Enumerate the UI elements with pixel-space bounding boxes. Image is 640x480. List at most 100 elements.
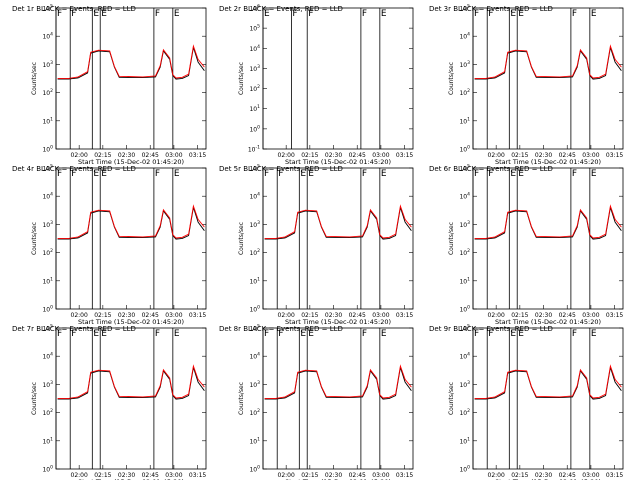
marker-label: F — [57, 169, 62, 179]
marker-label: E — [510, 9, 516, 19]
plot-frame — [472, 327, 624, 470]
y-tick-label: 105 — [249, 324, 260, 333]
marker-label: F — [71, 169, 76, 179]
x-axis-title: Start Time (15-Dec-02 01:45:20) — [495, 318, 601, 326]
x-axis-title: Start Time (15-Dec-02 01:45:20) — [78, 158, 184, 166]
x-axis-title: Start Time (15-Dec-02 01:45:20) — [78, 478, 184, 480]
series-events — [474, 207, 622, 240]
x-axis-title: Start Time (15-Dec-02 01:45:20) — [495, 478, 601, 480]
y-tick-label: 101 — [459, 116, 470, 125]
marker-label: F — [57, 329, 62, 339]
marker-label: F — [308, 9, 313, 19]
marker-label: F — [264, 329, 269, 339]
marker-label: F — [71, 329, 76, 339]
y-tick-label: 104 — [42, 32, 53, 41]
plot-frame — [55, 327, 207, 470]
plot-frame — [55, 167, 207, 310]
series-lld — [57, 44, 205, 79]
y-tick-label: 100 — [249, 124, 260, 133]
y-tick-label: 105 — [249, 164, 260, 173]
marker-label: F — [362, 329, 367, 339]
y-axis-title: Counts/sec — [448, 222, 455, 255]
y-tick-label: 102 — [249, 84, 260, 93]
x-axis-title: Start Time (15-Dec-02 01:45:20) — [285, 158, 391, 166]
y-tick-label: 104 — [249, 352, 260, 361]
x-tick-label: 03:00 — [165, 312, 182, 319]
panel-title: Det 3r BLACK = Events, RED = LLD — [429, 5, 553, 13]
y-tick-label: 103 — [42, 60, 53, 69]
x-tick-label: 02:45 — [349, 472, 366, 479]
y-tick-label: 105 — [459, 4, 470, 13]
x-tick-label: 02:00 — [278, 472, 295, 479]
plot-frame — [262, 167, 414, 310]
x-tick-label: 02:45 — [142, 472, 159, 479]
y-axis-title: Counts/sec — [448, 382, 455, 415]
marker-label: E — [101, 169, 107, 179]
marker-label: E — [510, 169, 516, 179]
y-tick-label: 102 — [459, 248, 470, 257]
x-tick-label: 03:15 — [396, 152, 413, 159]
y-tick-label: 100 — [42, 305, 53, 314]
y-tick-label: 101 — [42, 436, 53, 445]
x-tick-label: 02:00 — [278, 312, 295, 319]
series-events — [474, 47, 622, 80]
marker-label: E — [93, 329, 99, 339]
y-tick-label: 104 — [42, 192, 53, 201]
x-axis-title: Start Time (15-Dec-02 01:45:20) — [285, 478, 391, 480]
marker-label: F — [572, 329, 577, 339]
x-tick-label: 03:15 — [189, 312, 206, 319]
x-tick-label: 02:15 — [301, 312, 318, 319]
marker-label: E — [518, 9, 524, 19]
y-tick-label: 102 — [42, 88, 53, 97]
y-tick-label: 106 — [249, 4, 260, 13]
y-tick-label: 100 — [249, 305, 260, 314]
x-tick-label: 02:30 — [118, 312, 135, 319]
y-tick-label: 101 — [249, 436, 260, 445]
panel-title: Det 7r BLACK = Events, RED = LLD — [12, 325, 136, 333]
series-lld — [474, 364, 622, 399]
y-tick-label: 102 — [459, 408, 470, 417]
y-tick-label: 103 — [459, 380, 470, 389]
plot-frame — [262, 327, 414, 470]
series-events — [57, 207, 205, 240]
y-tick-label: 104 — [42, 352, 53, 361]
marker-label: E — [174, 169, 180, 179]
marker-label: E — [591, 329, 597, 339]
y-tick-label: 101 — [459, 276, 470, 285]
y-axis-title: Counts/sec — [238, 62, 245, 95]
x-tick-label: 02:15 — [511, 152, 528, 159]
y-tick-label: 101 — [249, 276, 260, 285]
x-tick-label: 03:00 — [372, 152, 389, 159]
y-tick-label: 102 — [459, 88, 470, 97]
y-tick-label: 10-1 — [248, 145, 260, 154]
y-tick-label: 101 — [249, 104, 260, 113]
x-tick-label: 02:00 — [71, 312, 88, 319]
y-tick-label: 104 — [249, 44, 260, 53]
marker-label: E — [518, 169, 524, 179]
x-tick-label: 03:00 — [372, 312, 389, 319]
x-tick-label: 02:15 — [301, 472, 318, 479]
series-lld — [57, 204, 205, 239]
y-tick-label: 102 — [42, 248, 53, 257]
y-axis-title: Counts/sec — [31, 222, 38, 255]
y-tick-label: 103 — [249, 220, 260, 229]
panel-title: Det 2r BLACK = Events, RED = LLD — [219, 5, 343, 13]
y-tick-label: 105 — [42, 4, 53, 13]
x-tick-label: 02:00 — [71, 152, 88, 159]
series-lld — [474, 44, 622, 79]
x-axis-title: Start Time (15-Dec-02 01:45:20) — [285, 318, 391, 326]
marker-label: F — [488, 329, 493, 339]
x-tick-label: 03:15 — [189, 472, 206, 479]
y-axis-title: Counts/sec — [31, 382, 38, 415]
marker-label: E — [308, 169, 314, 179]
marker-label: E — [93, 9, 99, 19]
series-events — [264, 367, 412, 400]
plot-frame — [472, 167, 624, 310]
y-tick-label: 101 — [42, 116, 53, 125]
